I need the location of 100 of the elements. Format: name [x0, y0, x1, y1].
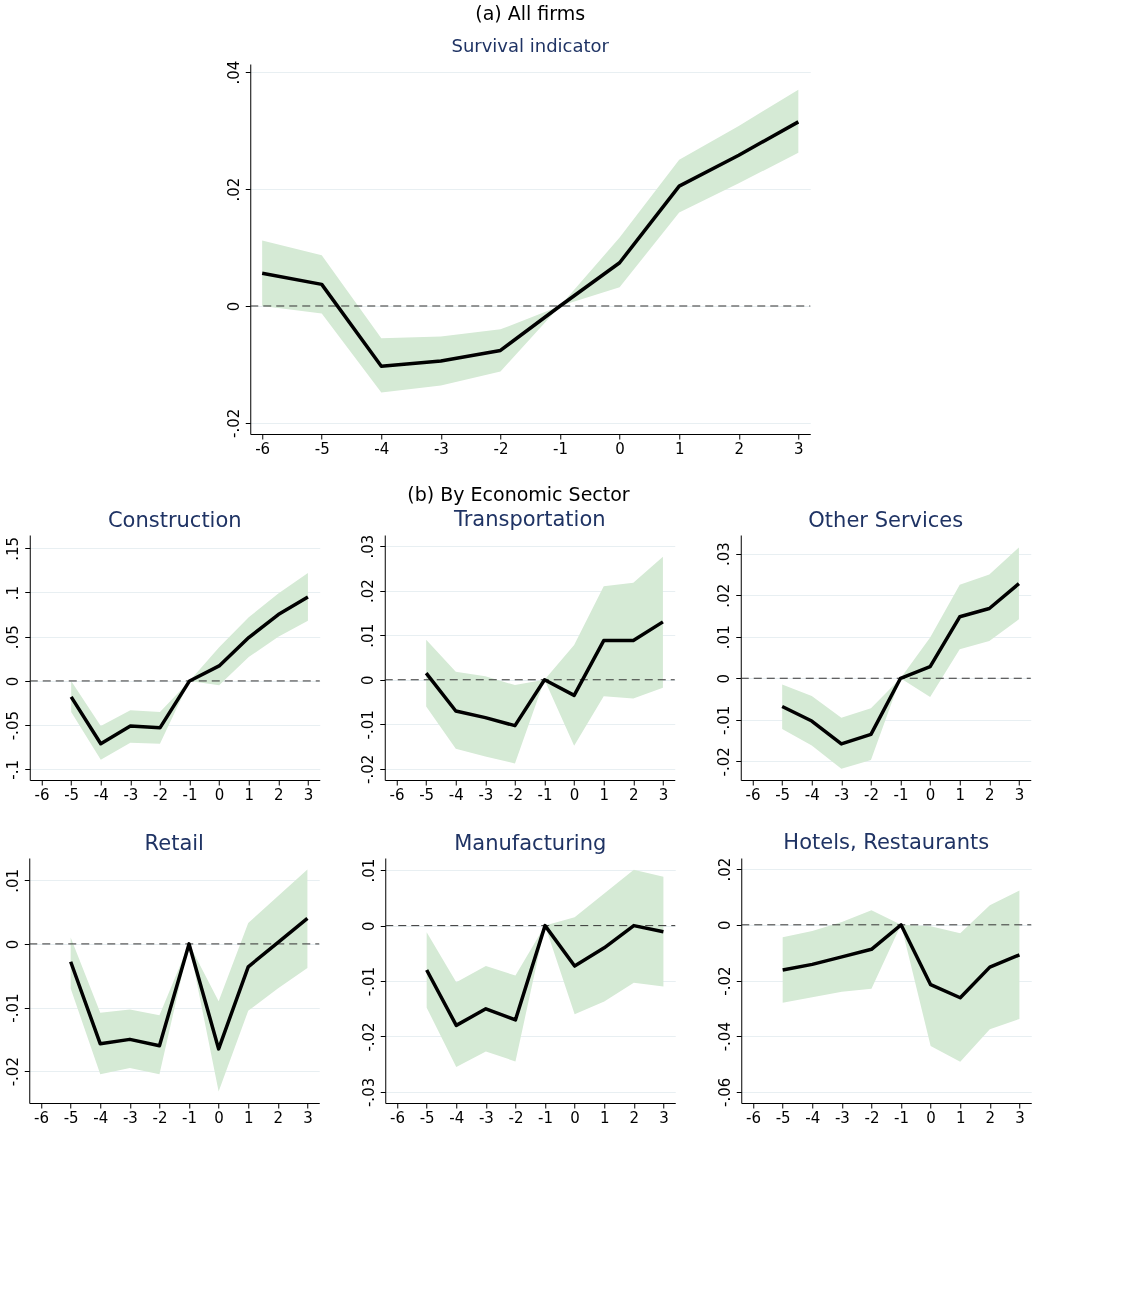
y-tick-label: -.02 — [359, 754, 378, 784]
y-tick-label: -.1 — [4, 760, 23, 780]
x-tick-label: 1 — [243, 1108, 254, 1127]
x-tick-label: -3 — [433, 439, 449, 458]
x-tick-label: -1 — [182, 1108, 198, 1127]
x-tick-label: 2 — [734, 439, 745, 458]
x-tick-label: -1 — [537, 785, 553, 804]
y-tick-label: -.03 — [359, 1077, 378, 1108]
line-series — [424, 620, 665, 728]
y-tick-label: .02 — [715, 583, 734, 608]
x-tick-label: 1 — [674, 439, 685, 458]
y-tick-label: -.02 — [3, 1057, 22, 1087]
x-tick-label: 3 — [1014, 785, 1025, 804]
y-tick-label: .01 — [359, 623, 378, 648]
y-tick-label: .15 — [4, 536, 23, 561]
line-series — [260, 120, 801, 368]
line-series — [424, 923, 666, 1028]
x-tick-label: 2 — [985, 785, 995, 804]
y-tick-label: .01 — [359, 858, 378, 883]
y-tick-label: .01 — [3, 868, 22, 893]
x-tick-label: 0 — [926, 1108, 936, 1127]
x-tick-label: -6 — [34, 1108, 50, 1127]
x-tick-label: 2 — [985, 1108, 996, 1127]
line-series — [780, 923, 1022, 1000]
x-tick-label: -1 — [538, 1108, 554, 1127]
x-tick-label: 1 — [599, 1108, 610, 1127]
chart-title: (a) All firms — [475, 2, 586, 25]
x-tick-label: -3 — [834, 785, 850, 804]
x-tick-label: 3 — [303, 1108, 313, 1127]
y-tick-label: .1 — [4, 585, 23, 601]
x-tick-label: 1 — [244, 785, 254, 804]
x-tick-label: -4 — [804, 785, 820, 804]
x-tick-label: 0 — [570, 1108, 580, 1127]
x-tick-label: -2 — [864, 1108, 880, 1127]
y-tick-label: 0 — [715, 673, 734, 684]
x-tick-label: -3 — [122, 1108, 138, 1127]
x-tick-label: -4 — [93, 785, 109, 804]
x-tick-label: -3 — [123, 785, 139, 804]
y-tick-label: -.02 — [224, 408, 243, 439]
y-tick-label: -.01 — [359, 710, 378, 740]
x-tick-label: -1 — [182, 785, 198, 804]
x-tick-label: -6 — [389, 785, 405, 804]
line-series — [69, 595, 310, 746]
y-tick-label: -.01 — [715, 705, 734, 735]
x-tick-label: -2 — [493, 439, 509, 458]
y-tick-label: .02 — [224, 177, 243, 202]
x-tick-label: -5 — [314, 439, 330, 458]
x-tick-label: 0 — [615, 439, 625, 458]
chart-title: Retail — [144, 831, 204, 855]
x-tick-label: -4 — [805, 1108, 821, 1127]
chart-title: Manufacturing — [454, 831, 607, 855]
y-tick-label: .02 — [715, 857, 734, 882]
x-tick-label: 3 — [1015, 1108, 1025, 1127]
y-tick-label: 0 — [224, 301, 243, 312]
x-tick-label: 3 — [794, 439, 804, 458]
x-tick-label: -1 — [893, 785, 909, 804]
x-tick-label: -2 — [152, 1108, 168, 1127]
y-tick-label: -.02 — [715, 966, 734, 996]
y-tick-label: 0 — [3, 939, 22, 950]
chart-title: Other Services — [808, 508, 964, 532]
x-tick-label: 0 — [925, 785, 936, 804]
chart-title: Construction — [107, 508, 242, 532]
y-tick-label: -.06 — [715, 1077, 734, 1107]
y-tick-label: -.05 — [4, 711, 23, 741]
x-tick-label: -4 — [448, 785, 464, 804]
y-tick-label: 0 — [715, 920, 734, 931]
x-tick-label: -6 — [255, 439, 271, 458]
x-tick-label: -1 — [894, 1108, 910, 1127]
x-tick-label: -4 — [93, 1108, 109, 1127]
x-tick-label: -2 — [507, 785, 523, 804]
text: (b) By Economic Sector — [407, 483, 630, 506]
x-tick-label: -2 — [863, 785, 879, 804]
y-tick-label: .02 — [359, 579, 378, 604]
y-tick-label: -.01 — [3, 993, 22, 1023]
chart-title: Hotels, Restaurants — [783, 830, 990, 855]
line-series — [780, 581, 1021, 746]
x-tick-label: -2 — [152, 785, 168, 804]
x-tick-label: -2 — [508, 1108, 524, 1127]
y-tick-label: .03 — [715, 542, 734, 567]
x-tick-label: 2 — [629, 785, 639, 804]
y-tick-label: 0 — [359, 921, 378, 931]
y-tick-label: .03 — [359, 534, 378, 559]
y-tick-label: .01 — [715, 625, 734, 650]
y-tick-label: -.02 — [359, 1022, 378, 1052]
x-tick-label: 2 — [273, 1108, 284, 1127]
x-tick-label: -5 — [419, 1108, 435, 1127]
x-tick-label: -4 — [449, 1108, 465, 1127]
y-tick-label: 0 — [359, 675, 378, 686]
x-tick-label: -6 — [746, 1108, 762, 1127]
x-tick-label: -5 — [419, 785, 435, 804]
chart-title: Transportation — [452, 507, 606, 532]
x-tick-label: -6 — [34, 785, 50, 804]
x-tick-label: -4 — [374, 439, 390, 458]
x-tick-label: -1 — [553, 439, 569, 458]
x-tick-label: -5 — [64, 785, 80, 804]
x-tick-label: 0 — [569, 785, 580, 804]
x-tick-label: -6 — [745, 785, 761, 804]
x-tick-label: 1 — [955, 1108, 966, 1127]
x-tick-label: 1 — [955, 785, 965, 804]
x-tick-label: 3 — [303, 785, 314, 804]
